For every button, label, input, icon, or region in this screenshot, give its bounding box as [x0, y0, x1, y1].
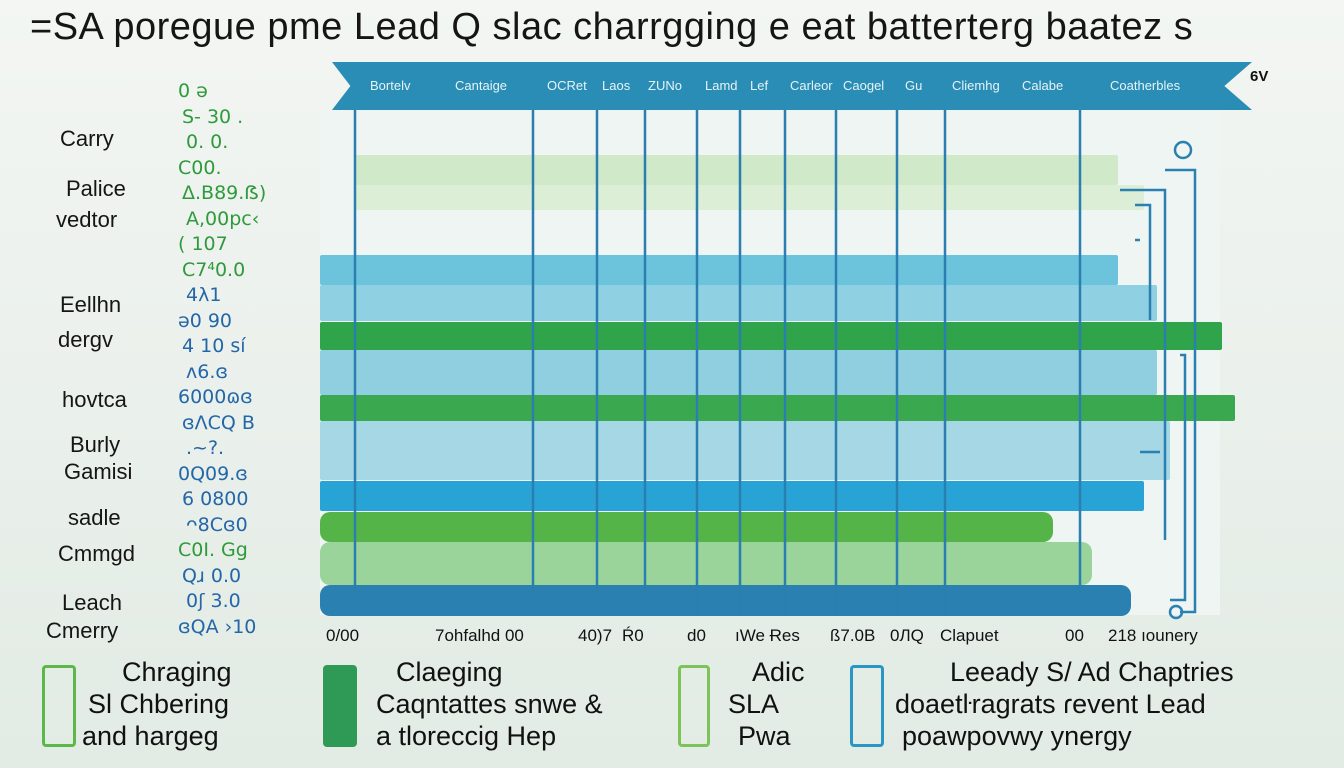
- bar: [320, 395, 1235, 421]
- bar: [320, 512, 1053, 542]
- number-annotation: A,00pc‹: [186, 207, 260, 230]
- number-annotation: .~?.: [186, 437, 225, 459]
- number-annotation: C0I. Gg: [178, 539, 248, 561]
- x-tick-label: d0: [687, 626, 706, 645]
- connector-line: [1165, 168, 1197, 614]
- row-label: Carry: [60, 126, 114, 151]
- number-annotation: 0 ǝ: [178, 80, 208, 102]
- bar: [355, 155, 1118, 185]
- header-category: Cliemhg: [952, 78, 1000, 93]
- header-category: Coatherbles: [1110, 78, 1181, 93]
- legend-text: Adic: [752, 657, 805, 687]
- bar: [320, 255, 1118, 285]
- x-tick-label: Ŕ0: [622, 626, 644, 645]
- connector-node: [1173, 140, 1193, 160]
- header-category: OCRet: [547, 78, 587, 93]
- number-annotation: 0Q09.ɞ: [178, 462, 248, 485]
- page-title: =SA poregue pme Lead Q slac charrgging e…: [30, 6, 1194, 48]
- header-category: Gu: [905, 78, 923, 93]
- x-tick-label: 218 ıounery: [1108, 626, 1198, 645]
- x-tick-label: 00: [1065, 626, 1084, 645]
- number-annotation: ( 107: [178, 233, 228, 255]
- battery-icon: [678, 665, 710, 747]
- connector-line: [1120, 188, 1167, 540]
- header-category: Laos: [602, 78, 631, 93]
- connector-node: [1168, 604, 1184, 620]
- row-label: Leach: [62, 590, 122, 615]
- bar: [320, 481, 1144, 511]
- bar: [320, 421, 1170, 480]
- header-category: Calabe: [1022, 78, 1064, 93]
- number-annotation: ʌ6.ɞ: [186, 360, 228, 383]
- legend-text: Chraging: [122, 657, 232, 687]
- bar: [320, 285, 1157, 321]
- bar: [320, 542, 1092, 585]
- x-tick-label: 7ohfalhd 00: [435, 626, 524, 645]
- row-label: dergv: [58, 327, 114, 352]
- legend-text: and hargeg: [82, 721, 219, 751]
- number-annotation: 4 10 sí: [182, 335, 246, 357]
- header-category: ZUNo: [648, 78, 682, 93]
- row-label: Palice: [66, 176, 126, 201]
- x-tick-label: ıWe Ɍes: [735, 626, 800, 645]
- connector-line: [1170, 353, 1187, 602]
- header-category: Bortelv: [370, 78, 411, 93]
- bar: [355, 185, 1144, 210]
- row-label: Eellhn: [60, 292, 122, 317]
- row-label: vedtor: [56, 207, 118, 232]
- row-label: sadle: [68, 505, 121, 530]
- number-annotation: Δ.B89.ẞ): [182, 182, 267, 204]
- header-category: Carleor: [790, 78, 833, 93]
- number-annotation: Qɹ 0.0: [182, 564, 242, 587]
- number-annotation: 6000ɷɞ: [178, 386, 253, 408]
- chart-header-bar: [332, 62, 1252, 110]
- header-category: Caogel: [843, 78, 885, 93]
- battery-icon: [850, 665, 884, 747]
- number-annotation: 4λ1: [186, 284, 222, 306]
- number-annotation: 0. 0.: [186, 131, 229, 153]
- number-annotation: 6 0800: [182, 488, 249, 510]
- number-annotation: C7⁴0.0: [182, 258, 246, 281]
- legend-text: SLA: [728, 689, 780, 719]
- x-tick-label: 40)7: [578, 626, 613, 645]
- connector-line: [1135, 203, 1152, 320]
- x-tick-label: Clapuet: [940, 626, 999, 645]
- header-badge: 6V: [1250, 68, 1269, 85]
- legend-text: Pwa: [738, 721, 791, 751]
- number-annotation: ə0 90: [178, 309, 232, 332]
- legend-text: a tlorессig Hep: [376, 721, 557, 751]
- number-annotation: ɞQA ›10: [178, 615, 257, 638]
- row-label: Cmerry: [46, 618, 119, 643]
- x-tick-label: 0ЛQ: [890, 626, 924, 645]
- row-label: Burly: [70, 432, 121, 457]
- bar: [320, 350, 1157, 395]
- number-annotation: ᴖ8Cɞ0: [186, 513, 248, 536]
- legend-text: Claeging: [396, 657, 503, 687]
- legend-text: poawpovwy ynergy: [902, 721, 1132, 751]
- number-annotation: S- 30 .: [182, 105, 244, 128]
- number-annotation: ɞΛCQ B: [182, 411, 255, 434]
- row-label: hovtca: [62, 387, 127, 412]
- header-category: Lamd: [705, 78, 738, 93]
- bar: [320, 322, 1222, 350]
- header-category: Lef: [750, 78, 769, 93]
- number-annotation: C00.: [178, 156, 222, 179]
- row-label: Gamisi: [64, 459, 133, 484]
- legend-text: Caqntattes snwe &: [376, 689, 603, 719]
- battery-icon: [323, 665, 357, 747]
- legend-text: doaetŀragrats ɾevent Lead: [895, 689, 1206, 719]
- battery-icon: [42, 665, 76, 747]
- legend-text: Sl Chbering: [88, 689, 230, 719]
- legend-text: Leeady S/ Ad Chaptries: [950, 657, 1234, 687]
- row-label: Cmmgd: [58, 541, 136, 566]
- x-tick-label: 0/00: [326, 626, 360, 645]
- x-tick-label: ß7.0B: [830, 626, 876, 645]
- number-annotation: 0ʃ 3.0: [186, 590, 241, 612]
- bar: [320, 585, 1131, 616]
- header-category: Cantaige: [455, 78, 508, 93]
